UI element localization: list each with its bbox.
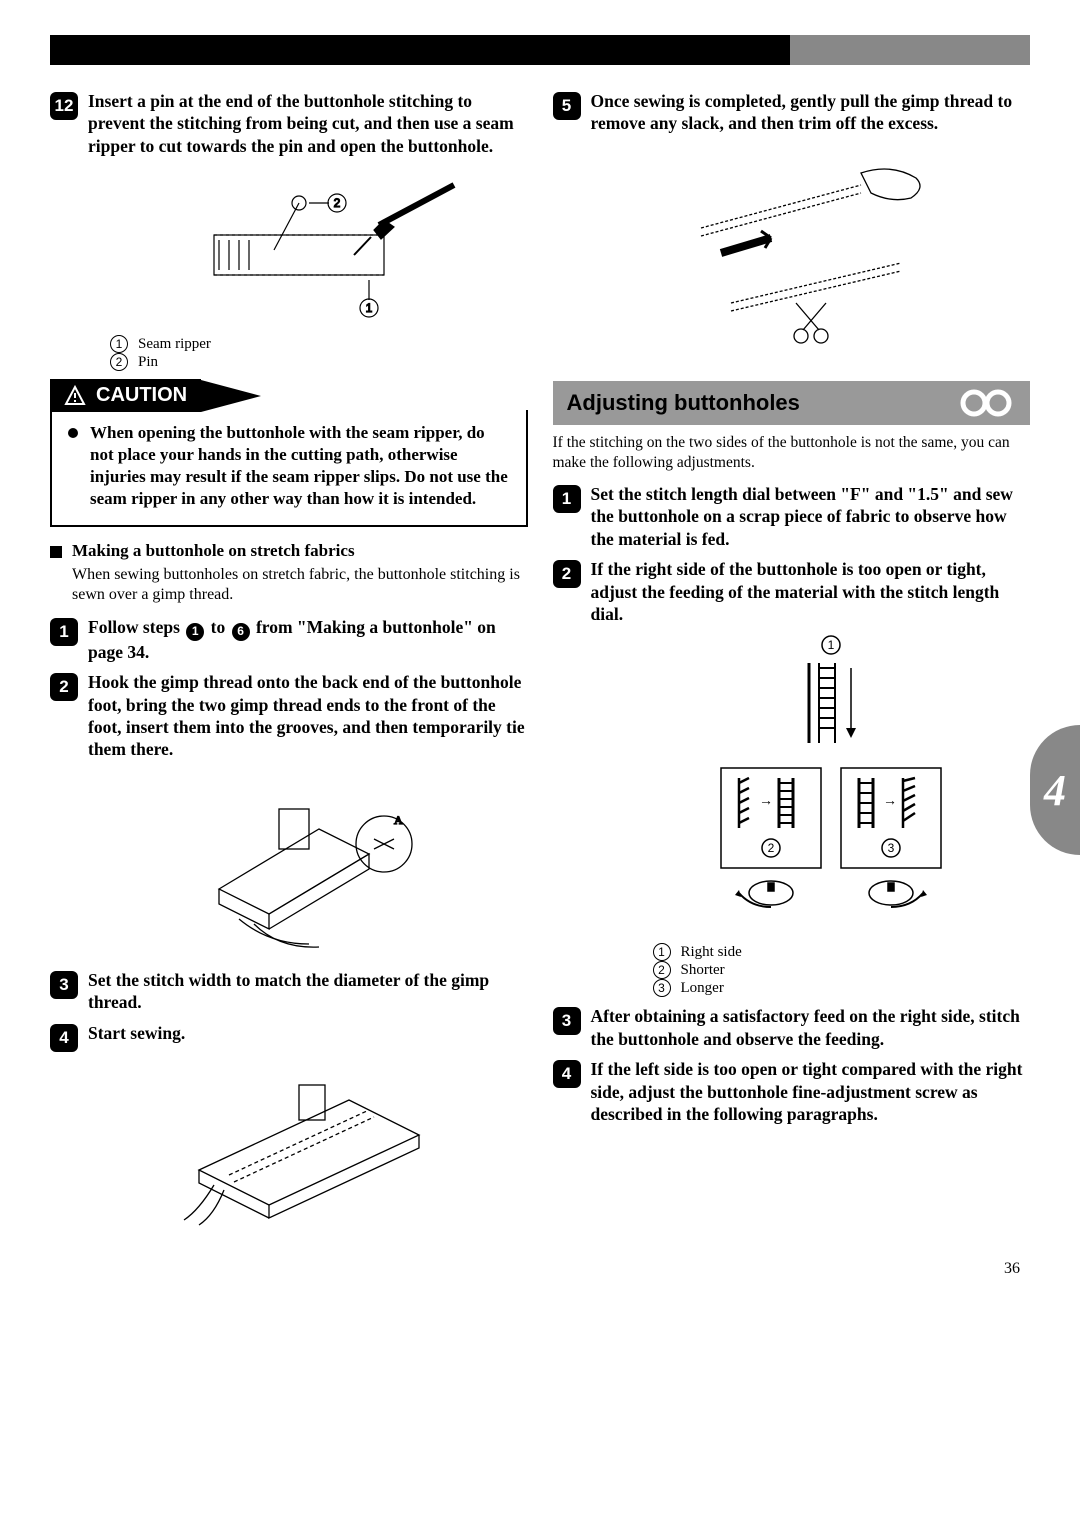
caution-label: CAUTION [96, 384, 187, 407]
warning-icon [64, 385, 86, 407]
figure-trim-excess [593, 143, 1031, 363]
stretch-step-1: 1 Follow steps 1 to 6 from "Making a but… [50, 616, 528, 663]
svg-text:→: → [759, 794, 773, 809]
stretch-step-2: 2 Hook the gimp thread onto the back end… [50, 671, 528, 761]
stretch-desc: When sewing buttonholes on stretch fabri… [72, 565, 528, 607]
svg-text:2: 2 [768, 841, 775, 855]
svg-text:3: 3 [888, 841, 895, 855]
left-column: 12 Insert a pin at the end of the button… [50, 90, 528, 1240]
adj-step-1: 1 Set the stitch length dial between "F"… [553, 483, 1031, 550]
adj-step-4: 4 If the left side is too open or tight … [553, 1058, 1031, 1125]
step-12: 12 Insert a pin at the end of the button… [50, 90, 528, 157]
svg-text:2: 2 [333, 196, 340, 210]
stretch-step-4: 4 Start sewing. [50, 1022, 528, 1052]
adj-step-3: 3 After obtaining a satisfactory feed on… [553, 1005, 1031, 1050]
section-desc: If the stitching on the two sides of the… [553, 433, 1031, 473]
figure-legend-1: 1Seam ripper 2Pin [110, 335, 528, 371]
figure-seam-ripper: 2 1 [90, 165, 528, 325]
step-badge-12: 12 [50, 92, 78, 120]
step-12-text: Insert a pin at the end of the buttonhol… [88, 90, 528, 157]
caution-banner: CAUTION [50, 379, 528, 412]
stretch-heading: Making a buttonhole on stretch fabrics [50, 541, 528, 561]
figure-legend-adjust: 1Right side 2Shorter 3Longer [653, 943, 1031, 997]
rings-icon [960, 389, 1016, 417]
caution-text: When opening the buttonhole with the sea… [90, 422, 510, 510]
page-number: 36 [0, 1260, 1080, 1308]
adj-step-2: 2 If the right side of the buttonhole is… [553, 558, 1031, 625]
figure-sewing [90, 1060, 528, 1230]
right-column: 5 Once sewing is completed, gently pull … [553, 90, 1031, 1240]
section-adjusting: Adjusting buttonholes [553, 381, 1031, 425]
svg-text:→: → [883, 794, 897, 809]
right-step-5: 5 Once sewing is completed, gently pull … [553, 90, 1031, 135]
caution-box: When opening the buttonhole with the sea… [50, 410, 528, 526]
figure-foot-gimp: A [90, 769, 528, 959]
svg-text:A: A [394, 813, 403, 827]
svg-text:1: 1 [365, 301, 372, 315]
stretch-step-3: 3 Set the stitch width to match the diam… [50, 969, 528, 1014]
svg-text:1: 1 [828, 638, 835, 652]
figure-adjust-dial: 1 [633, 633, 1031, 933]
